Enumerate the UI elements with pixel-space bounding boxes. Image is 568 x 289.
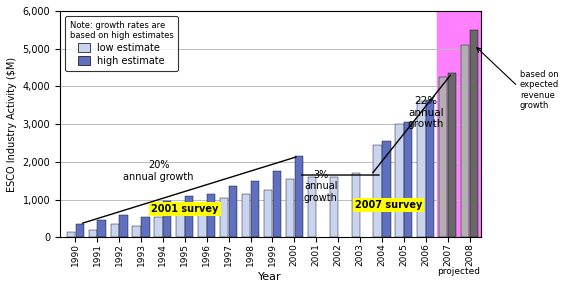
Bar bbox=[176, 209, 185, 237]
Bar bbox=[382, 141, 391, 237]
Bar bbox=[198, 203, 207, 237]
Text: 20%
annual growth: 20% annual growth bbox=[123, 160, 194, 182]
Bar bbox=[426, 100, 435, 237]
Bar bbox=[329, 177, 338, 237]
Bar bbox=[395, 124, 404, 237]
Y-axis label: ESCO Industry Activity ($M): ESCO Industry Activity ($M) bbox=[7, 57, 17, 192]
Bar bbox=[220, 198, 228, 237]
Bar bbox=[286, 179, 294, 237]
Bar bbox=[242, 194, 250, 237]
Bar bbox=[461, 45, 469, 237]
Bar bbox=[448, 73, 456, 237]
Bar bbox=[417, 101, 425, 237]
Bar bbox=[141, 216, 149, 237]
Legend: low estimate, high estimate: low estimate, high estimate bbox=[65, 16, 178, 71]
Bar bbox=[295, 156, 303, 237]
Bar bbox=[185, 196, 193, 237]
Text: 22%
annual
growth: 22% annual growth bbox=[408, 96, 444, 129]
Bar bbox=[470, 30, 478, 237]
Bar bbox=[373, 145, 382, 237]
Bar bbox=[119, 215, 128, 237]
Text: 2001 survey: 2001 survey bbox=[151, 204, 219, 214]
Bar bbox=[273, 171, 281, 237]
Bar bbox=[250, 181, 259, 237]
Bar bbox=[163, 201, 172, 237]
Bar bbox=[76, 224, 84, 237]
Bar bbox=[308, 177, 316, 237]
Bar bbox=[132, 226, 141, 237]
Text: 2007 survey: 2007 survey bbox=[355, 200, 422, 210]
Bar bbox=[439, 77, 448, 237]
Bar bbox=[98, 220, 106, 237]
Bar bbox=[229, 186, 237, 237]
Bar bbox=[207, 194, 215, 237]
Text: based on
expected
revenue
growth: based on expected revenue growth bbox=[520, 70, 559, 110]
Bar bbox=[264, 190, 272, 237]
Bar bbox=[111, 224, 119, 237]
Bar bbox=[404, 122, 412, 237]
Bar bbox=[89, 230, 97, 237]
Bar bbox=[67, 231, 75, 237]
Bar bbox=[154, 216, 162, 237]
Bar bbox=[352, 173, 360, 237]
Text: projected: projected bbox=[437, 267, 480, 276]
Text: 3%
annual
growth: 3% annual growth bbox=[304, 170, 337, 203]
Bar bbox=[437, 11, 481, 237]
X-axis label: Year: Year bbox=[258, 272, 282, 282]
